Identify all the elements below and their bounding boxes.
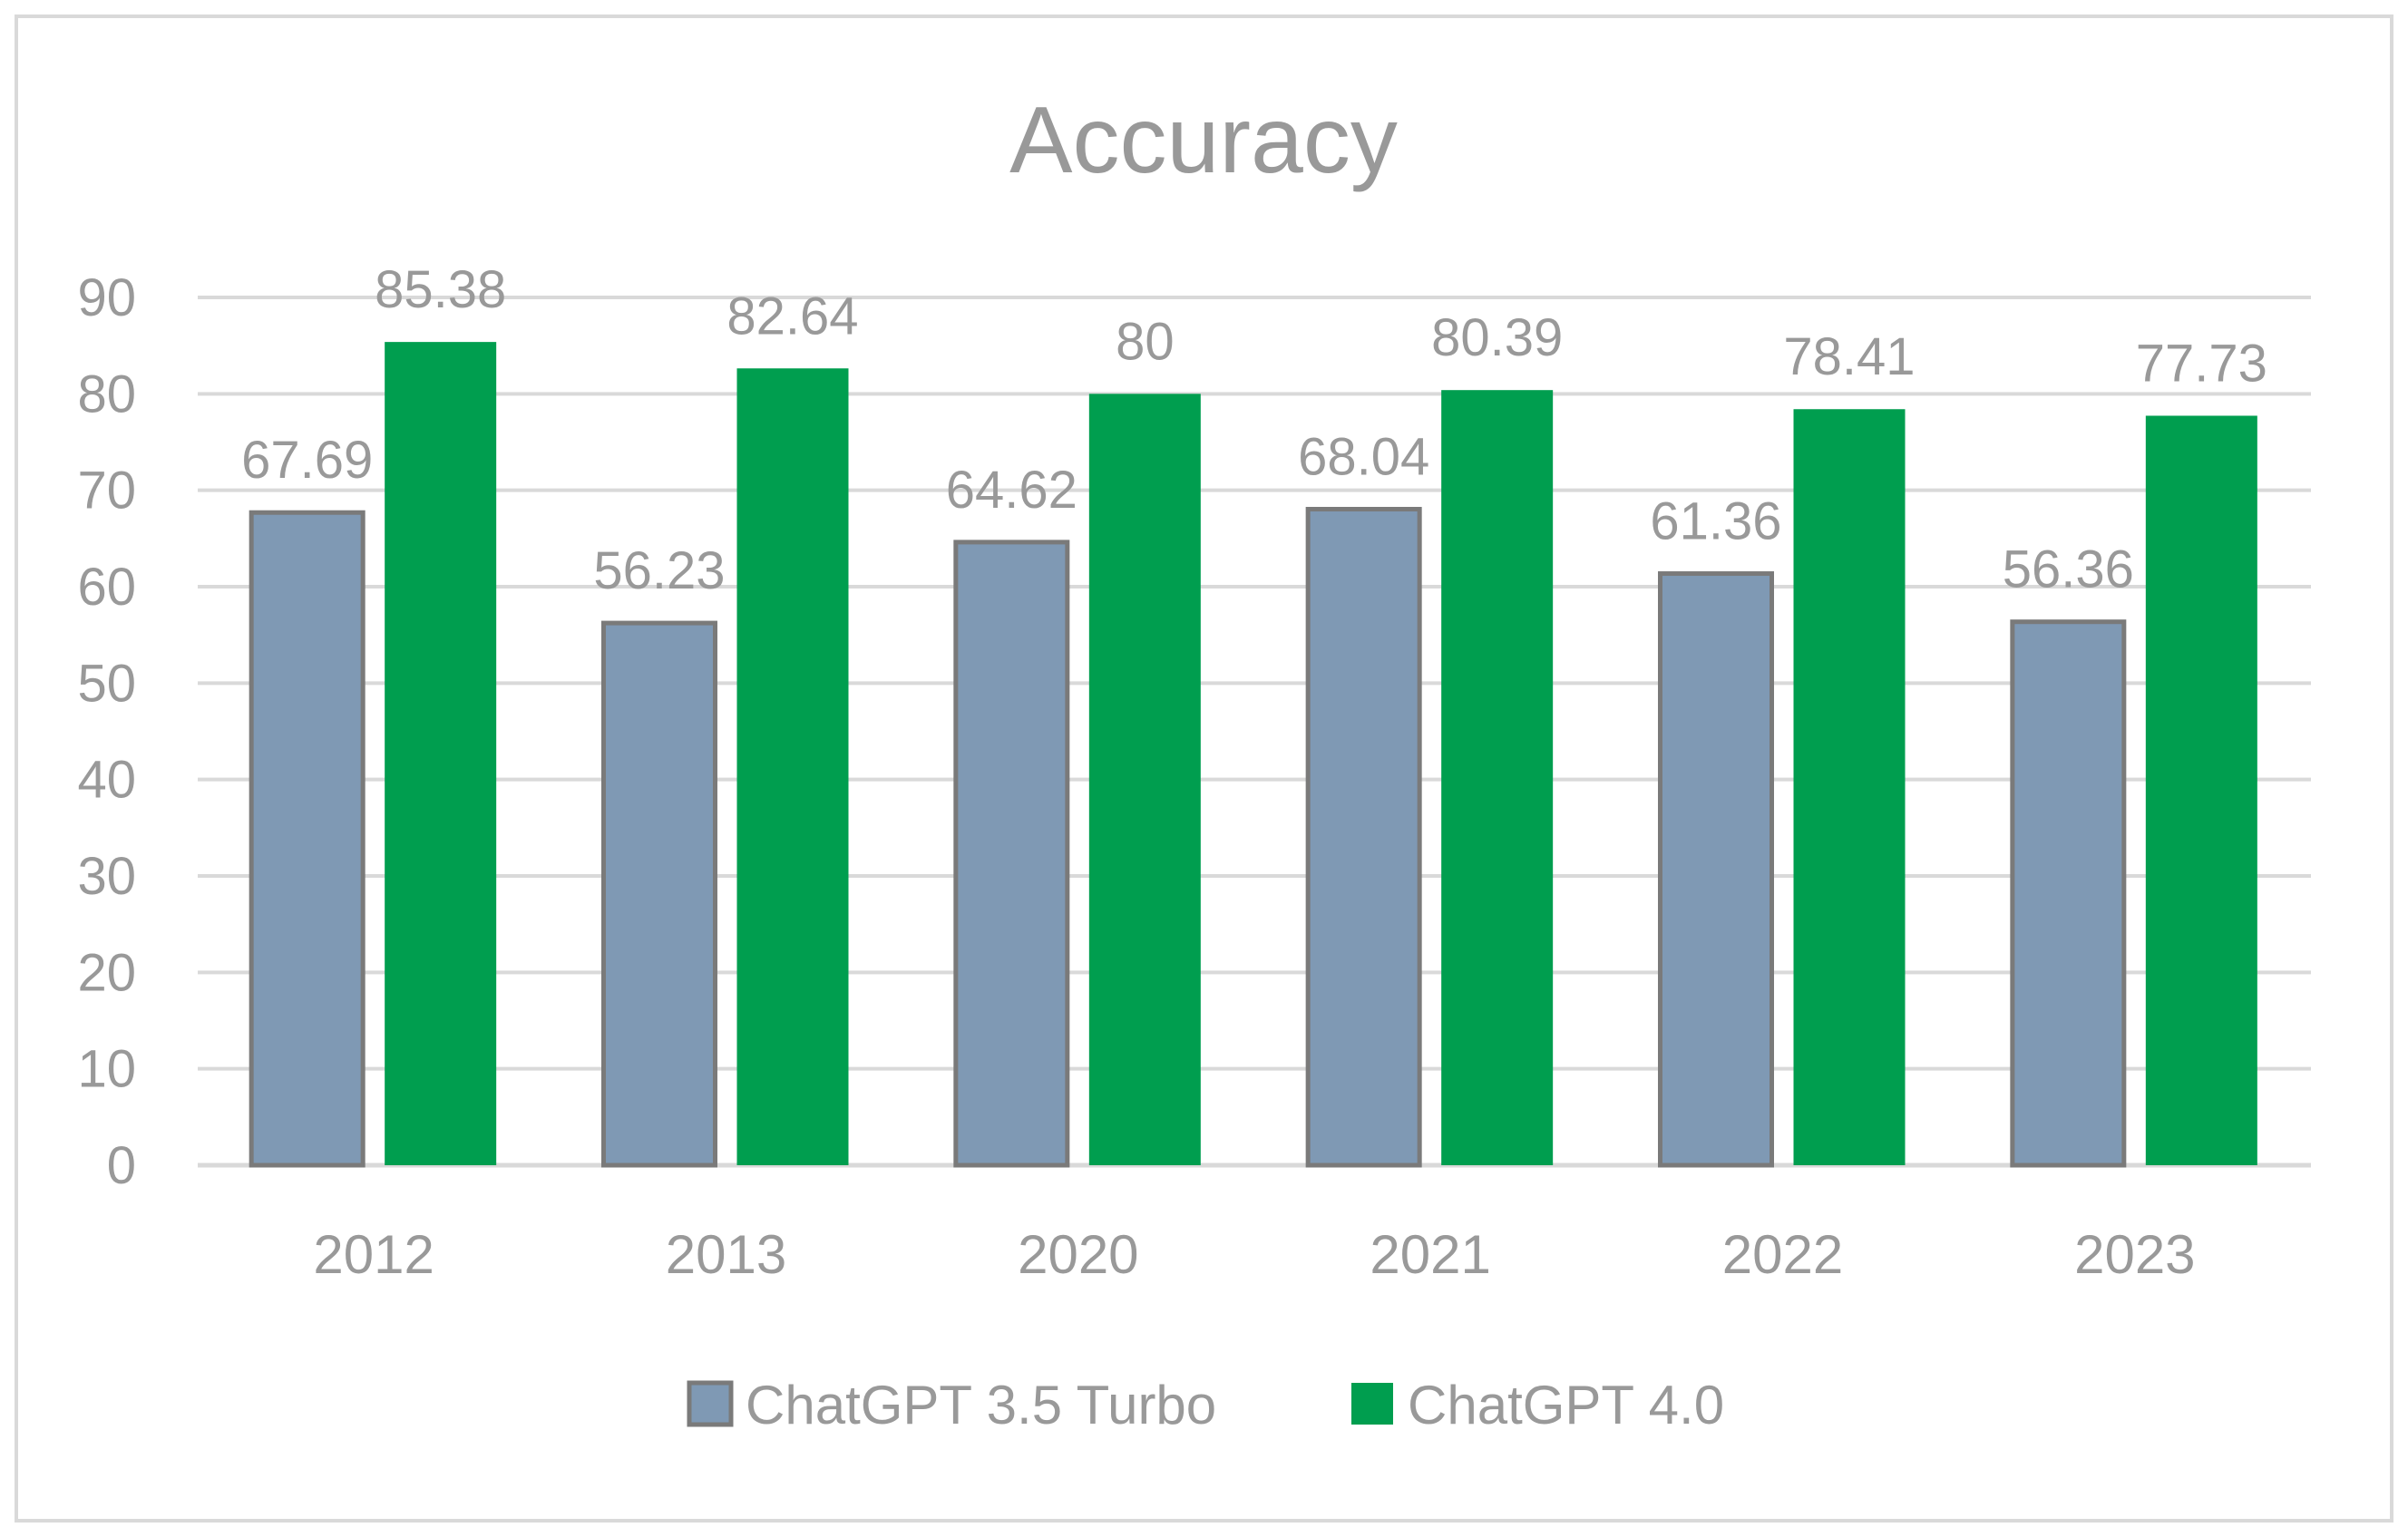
legend: ChatGPT 3.5 Turbo ChatGPT 4.0 — [687, 1375, 1724, 1435]
legend-label: ChatGPT 3.5 Turbo — [746, 1375, 1216, 1435]
legend-swatch — [1351, 1383, 1393, 1425]
y-tick-label: 30 — [77, 847, 136, 906]
data-label: 80 — [1116, 312, 1175, 371]
data-label: 56.36 — [2003, 540, 2134, 599]
bar-chatgpt-4-0 — [1088, 394, 1201, 1165]
y-tick-label: 20 — [77, 943, 136, 1002]
x-tick-label: 2022 — [1722, 1224, 1843, 1285]
data-label: 61.36 — [1650, 492, 1781, 551]
bar-chatgpt-3-5-turbo — [601, 620, 717, 1168]
bar-chatgpt-4-0 — [2145, 415, 2257, 1165]
data-label: 78.41 — [1783, 327, 1915, 386]
y-tick-label: 80 — [77, 365, 136, 423]
x-tick-label: 2023 — [2074, 1224, 2195, 1285]
bar-chatgpt-4-0 — [736, 368, 849, 1165]
bar-chatgpt-3-5-turbo — [1658, 571, 1774, 1168]
legend-label: ChatGPT 4.0 — [1408, 1375, 1724, 1435]
bar-chatgpt-4-0 — [1793, 409, 1906, 1165]
x-tick-label: 2021 — [1370, 1224, 1490, 1285]
bar-chatgpt-3-5-turbo — [2010, 619, 2127, 1168]
bar-chatgpt-3-5-turbo — [953, 540, 1070, 1168]
y-tick-label: 90 — [77, 268, 136, 327]
y-tick-label: 70 — [77, 462, 136, 520]
legend-swatch — [687, 1380, 734, 1427]
bar-chatgpt-3-5-turbo — [249, 510, 366, 1168]
data-label: 82.64 — [726, 287, 858, 345]
bar-chatgpt-4-0 — [1441, 390, 1554, 1165]
data-labels: 67.69 85.38 56.23 82.64 64.62 80 68.04 80.39 61.… — [241, 260, 2267, 600]
y-tick-label: 50 — [77, 654, 136, 713]
chart-title: Accuracy — [1009, 88, 1398, 193]
bar-chatgpt-3-5-turbo — [1305, 507, 1422, 1168]
data-label: 56.23 — [593, 541, 725, 600]
data-label: 80.39 — [1431, 308, 1563, 367]
x-axis: 2012 2013 2020 2021 2022 2023 — [313, 1224, 2195, 1285]
y-tick-label: 40 — [77, 751, 136, 810]
data-label: 68.04 — [1298, 428, 1429, 487]
data-label: 85.38 — [375, 260, 506, 319]
y-tick-label: 0 — [107, 1136, 136, 1195]
data-label: 67.69 — [241, 431, 373, 490]
y-axis: 0 10 20 30 40 50 60 70 80 90 — [77, 268, 136, 1195]
x-tick-label: 2020 — [1018, 1224, 1138, 1285]
data-label: 77.73 — [2136, 334, 2267, 393]
x-tick-label: 2012 — [313, 1224, 434, 1285]
bars — [249, 342, 2257, 1168]
bar-chatgpt-4-0 — [385, 342, 497, 1166]
y-tick-label: 10 — [77, 1040, 136, 1099]
y-tick-label: 60 — [77, 558, 136, 617]
data-label: 64.62 — [946, 461, 1077, 520]
gridlines — [198, 296, 2311, 1168]
x-tick-label: 2013 — [666, 1224, 786, 1285]
